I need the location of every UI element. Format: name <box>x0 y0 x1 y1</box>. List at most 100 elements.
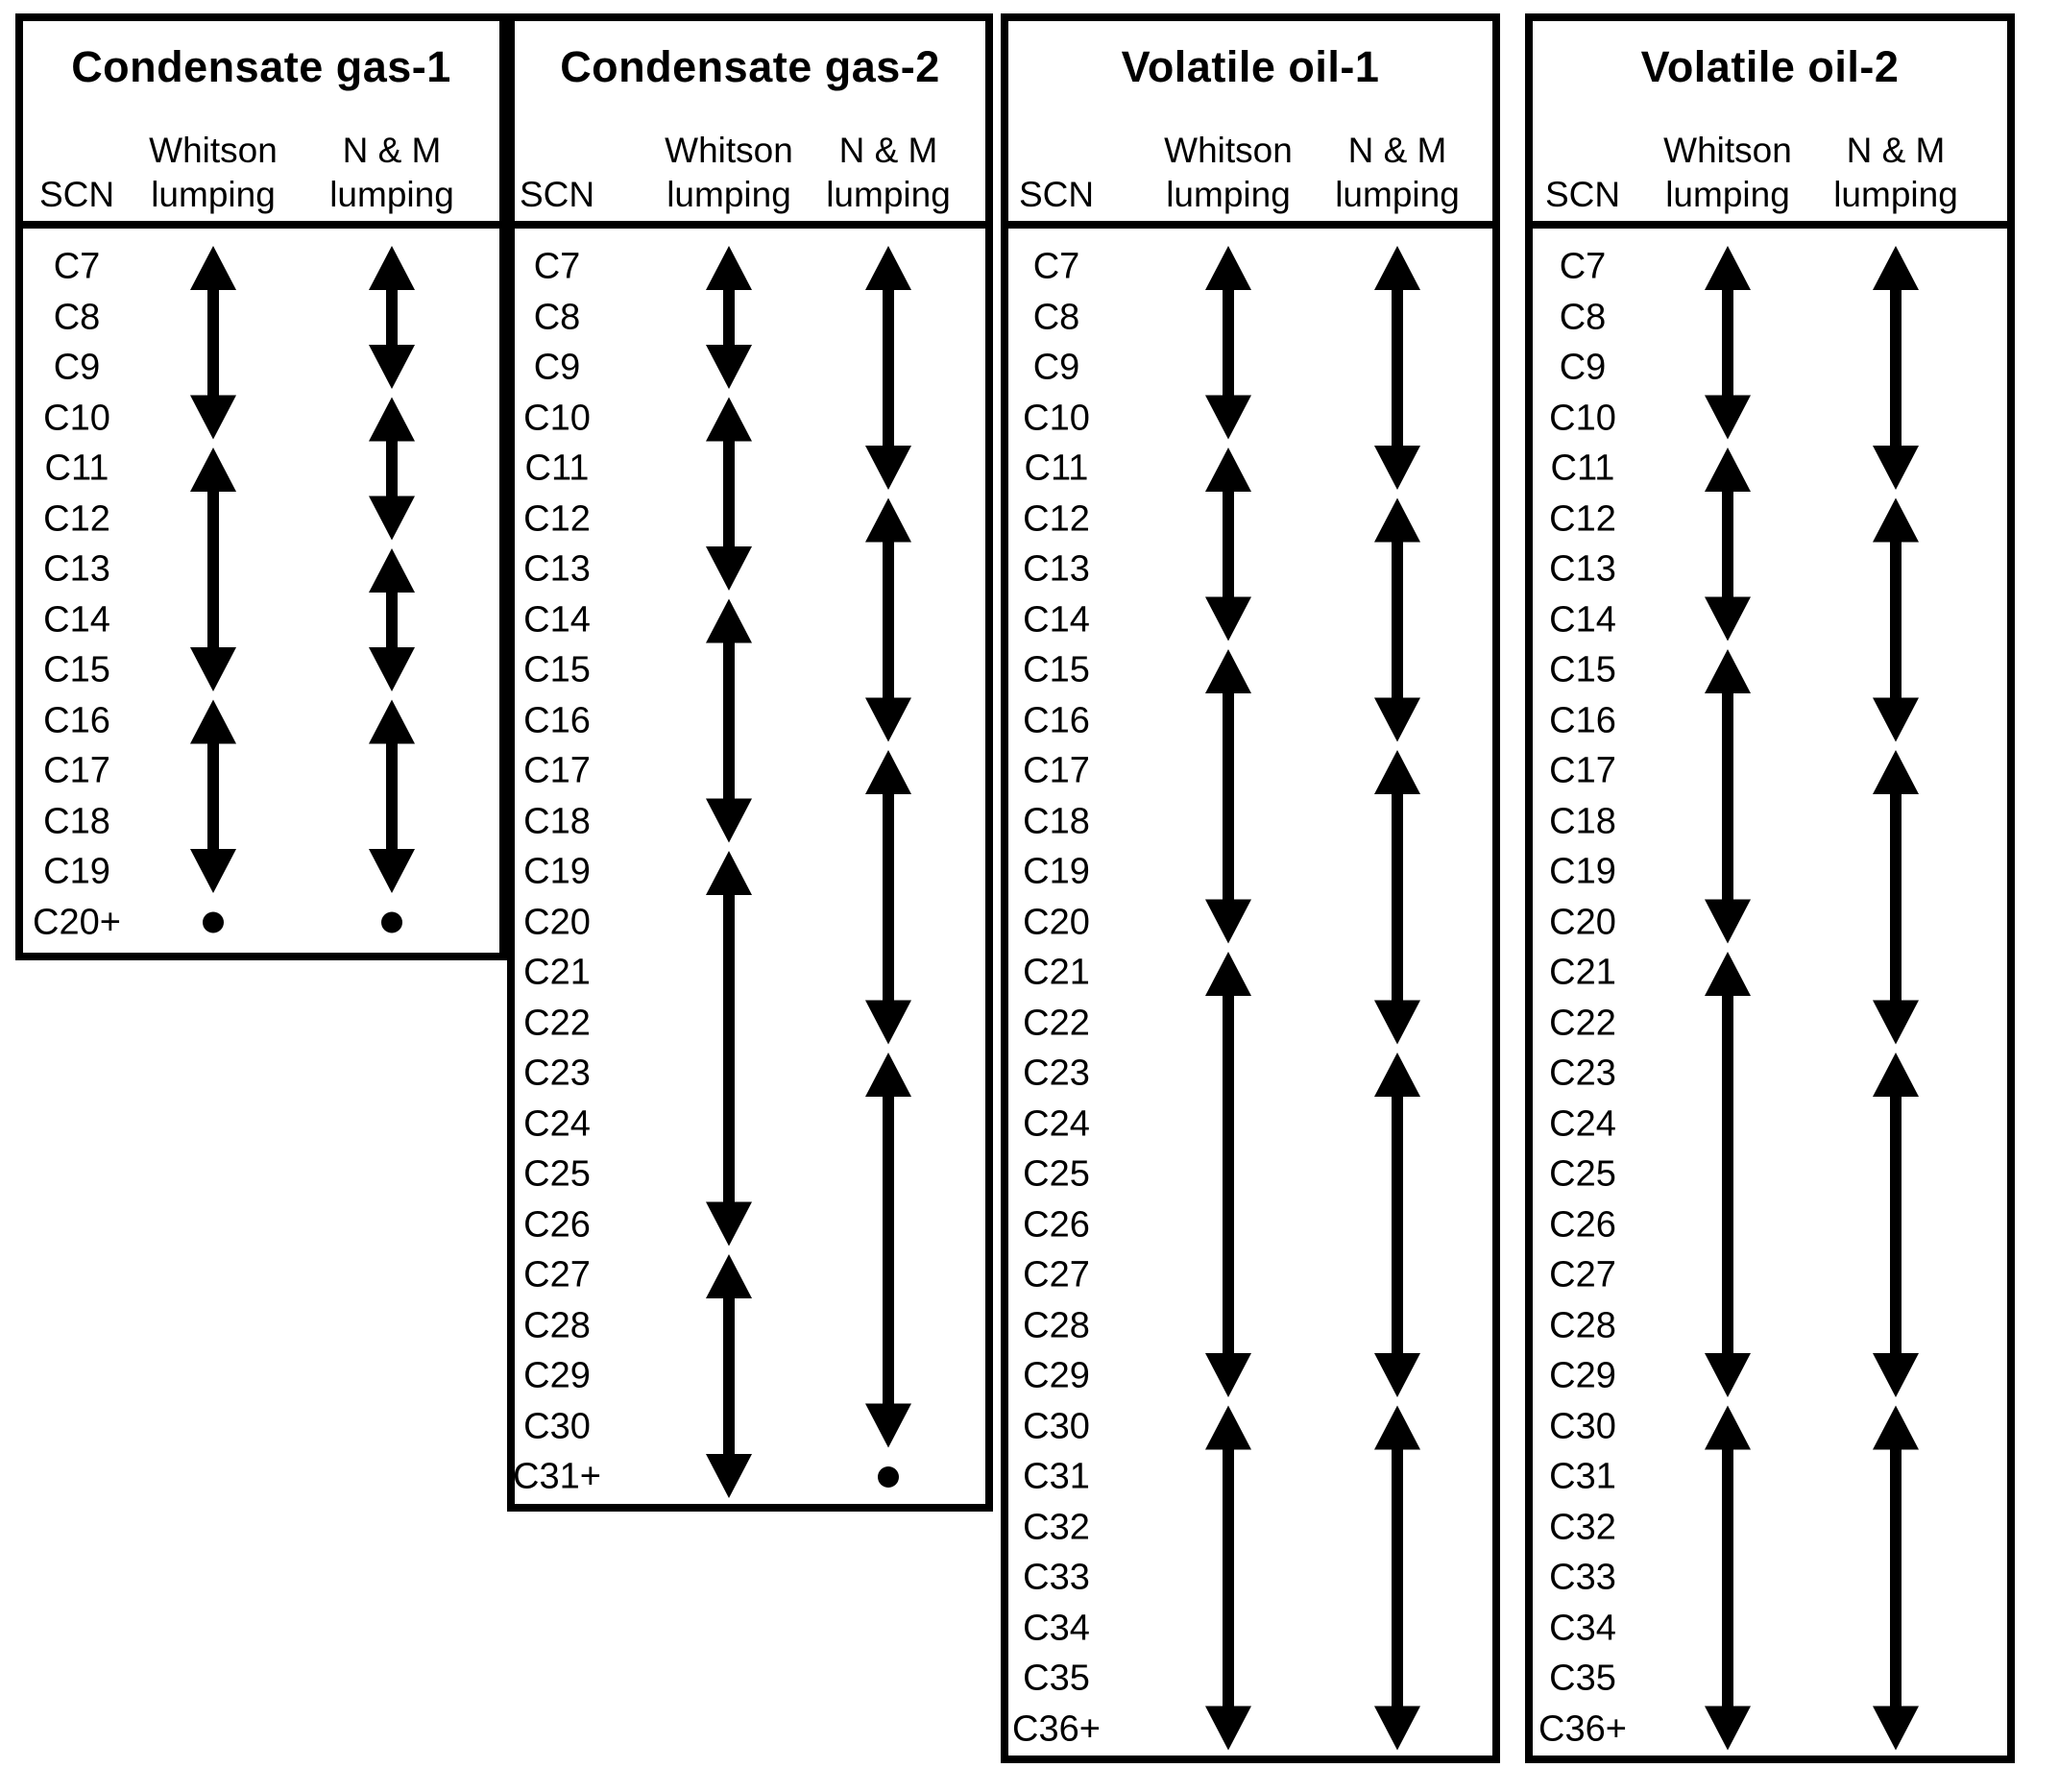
scn-row-label: C16 <box>1023 700 1090 740</box>
scn-row-label: C33 <box>1549 1557 1616 1598</box>
scn-row-label: C33 <box>1023 1557 1090 1598</box>
scn-row-label: C35 <box>1023 1658 1090 1699</box>
whitson-lumping-arrow <box>1205 246 1251 440</box>
scn-row-label: C35 <box>1549 1658 1616 1699</box>
nm-lumping-arrow <box>1374 750 1420 1045</box>
whitson-lumping-arrow <box>1705 448 1751 642</box>
column-header-line: N & M <box>1347 131 1447 170</box>
column-header-scn: SCN <box>1544 175 1621 214</box>
scn-row-label: C36+ <box>1012 1708 1101 1749</box>
scn-row-label: C11 <box>524 448 590 489</box>
column-header-line: lumping <box>1833 175 1958 214</box>
nm-lumping-arrow <box>865 497 911 742</box>
scn-row-label: C11 <box>1550 448 1615 489</box>
scn-row-label: C30 <box>523 1406 591 1446</box>
column-header-line: N & M <box>342 131 442 170</box>
nm-lumping-arrow <box>865 1053 911 1448</box>
scn-row-label: C20 <box>1023 902 1090 942</box>
scn-row-label: C7 <box>53 246 101 287</box>
nm-lumping-arrow <box>369 699 415 893</box>
nm-lumping-arrow <box>1374 246 1420 490</box>
scn-row-label: C13 <box>1023 548 1090 590</box>
scn-row-label: C12 <box>523 498 591 539</box>
whitson-lumping-arrow <box>706 397 752 591</box>
scn-row-label: C17 <box>43 750 110 791</box>
panel-volatile-oil-1: Volatile oil-1 SCN Whitson lumping N & M… <box>1001 13 1500 1763</box>
column-header-scn: SCN <box>38 175 115 214</box>
header-divider <box>23 221 499 229</box>
scn-row-label: C31 <box>1023 1456 1090 1497</box>
scn-row-label: C31+ <box>513 1456 601 1497</box>
scn-row-label: C22 <box>1023 1003 1090 1043</box>
scn-row-label: C17 <box>523 750 591 791</box>
whitson-lumping-arrow <box>706 246 752 389</box>
scn-row-label: C20 <box>523 902 591 942</box>
whitson-lumping-arrow <box>190 448 236 691</box>
column-header-nm-lumping: N & M lumping <box>329 129 454 217</box>
scn-row-label: C24 <box>523 1103 591 1144</box>
scn-row-label: C25 <box>1549 1153 1616 1195</box>
scn-row-label: C21 <box>1549 952 1616 993</box>
column-header-line: N & M <box>838 131 938 170</box>
scn-row-label: C28 <box>1023 1305 1090 1345</box>
scn-row-label: C18 <box>1023 801 1090 841</box>
scn-row-label: C27 <box>1549 1254 1616 1296</box>
header-divider <box>1533 221 2007 229</box>
scn-row-label: C8 <box>533 297 581 337</box>
scn-row-label: C25 <box>1023 1153 1090 1195</box>
column-header-whitson-lumping: Whitson lumping <box>1164 129 1293 217</box>
scn-row-label: C10 <box>523 398 591 438</box>
column-header-line: N & M <box>1846 131 1946 170</box>
scn-row-label: C15 <box>1023 649 1090 690</box>
scn-row-label: C14 <box>1549 599 1616 640</box>
nm-lumping-arrow <box>1873 246 1919 490</box>
scn-row-label: C8 <box>1559 297 1607 337</box>
whitson-lumping-arrow <box>1205 1405 1251 1751</box>
panel-condensate-gas-2: Condensate gas-2 SCN Whitson lumping N &… <box>507 13 993 1512</box>
column-header-line: lumping <box>666 175 791 214</box>
whitson-lumping-arrow <box>706 598 752 843</box>
scn-row-label: C21 <box>523 952 591 993</box>
column-header-scn: SCN <box>519 175 595 214</box>
scn-row-label: C22 <box>1549 1003 1616 1043</box>
panel-title: Condensate gas-1 <box>71 42 451 91</box>
column-header-line: Whitson <box>149 131 278 170</box>
whitson-lumping-arrow <box>706 851 752 1247</box>
panel-condensate-gas-1: Condensate gas-1 SCN Whitson lumping N &… <box>15 13 507 960</box>
nm-lumping-arrow <box>1374 1053 1420 1397</box>
scn-row-label: C26 <box>1023 1204 1090 1245</box>
nm-lumping-arrow <box>1374 497 1420 742</box>
scn-row-label: C29 <box>1023 1355 1090 1396</box>
scn-row-label: C19 <box>523 851 591 892</box>
whitson-lumping-arrow <box>1205 649 1251 944</box>
panel-title: Volatile oil-2 <box>1640 42 1900 91</box>
lumping-arrows-canvas <box>1205 246 1420 1751</box>
nm-plus-fraction-dot <box>878 1466 899 1488</box>
scn-row-label: C14 <box>523 599 591 640</box>
scn-row-label: C28 <box>1549 1305 1616 1345</box>
nm-lumping-arrow <box>369 548 415 691</box>
whitson-plus-fraction-dot <box>203 911 224 933</box>
scn-row-label: C20 <box>1549 902 1616 942</box>
scn-row-label: C16 <box>43 700 110 740</box>
nm-lumping-arrow <box>1873 1405 1919 1751</box>
scn-row-label: C9 <box>1559 347 1607 388</box>
scn-row-label: C34 <box>1549 1608 1616 1648</box>
scn-row-label: C13 <box>1549 548 1616 590</box>
column-header-nm-lumping: N & M lumping <box>826 129 951 217</box>
scn-row-label: C30 <box>1549 1406 1616 1446</box>
whitson-lumping-arrow <box>706 1254 752 1498</box>
column-header-whitson-lumping: Whitson lumping <box>1663 129 1792 217</box>
whitson-lumping-arrow <box>1705 649 1751 944</box>
scn-row-label: C18 <box>43 801 110 841</box>
column-header-line: Whitson <box>665 131 793 170</box>
scn-row-label: C32 <box>1549 1507 1616 1547</box>
scn-row-label: C9 <box>53 347 101 388</box>
scn-row-label: C20+ <box>33 902 121 942</box>
scn-row-label: C24 <box>1549 1103 1616 1144</box>
scn-row-label: C13 <box>43 548 110 590</box>
scn-row-label: C12 <box>43 498 110 539</box>
scn-row-label: C19 <box>43 851 110 892</box>
scn-row-label: C18 <box>1549 801 1616 841</box>
nm-lumping-arrow <box>369 246 415 389</box>
